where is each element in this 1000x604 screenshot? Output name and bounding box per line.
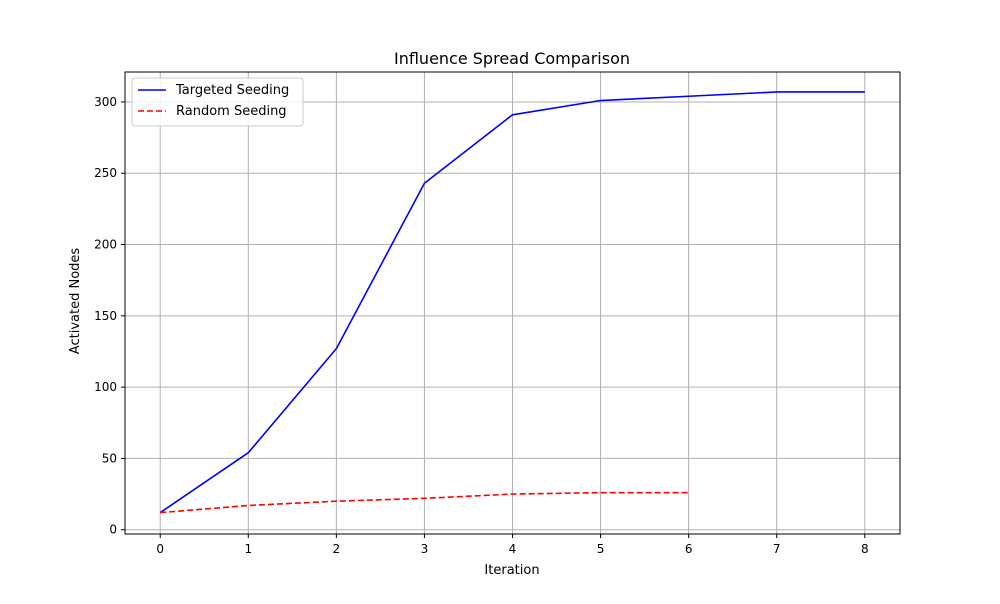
x-tick-label: 0 <box>156 542 164 556</box>
y-tick-label: 250 <box>94 166 117 180</box>
x-tick-label: 7 <box>773 542 781 556</box>
legend-label-2: Random Seeding <box>176 104 287 119</box>
x-tick-label: 4 <box>509 542 517 556</box>
x-tick-label: 3 <box>421 542 429 556</box>
x-tick-label: 2 <box>333 542 341 556</box>
series-line-1 <box>159 91 865 514</box>
x-tick-label: 5 <box>597 542 605 556</box>
y-tick-label: 300 <box>94 95 117 109</box>
x-tick-label: 1 <box>244 542 252 556</box>
y-tick-label: 100 <box>94 380 117 394</box>
grid <box>125 72 900 534</box>
x-tick-label: 6 <box>685 542 693 556</box>
series-line-2 <box>160 491 689 514</box>
x-axis-label: Iteration <box>484 563 539 578</box>
axis-ticks: 0 1 2 3 4 5 6 7 8 0 50 100 150 200 250 300 <box>94 95 868 556</box>
y-tick-label: 50 <box>102 451 117 465</box>
y-tick-label: 150 <box>94 309 117 323</box>
y-axis-label: Activated Nodes <box>68 248 83 355</box>
series-lines <box>159 91 865 514</box>
y-tick-label: 200 <box>94 238 117 252</box>
legend-box <box>131 77 304 127</box>
x-tick-label: 8 <box>861 542 869 556</box>
chart-title: Influence Spread Comparison <box>394 49 630 68</box>
legend-label-1: Targeted Seeding <box>175 83 289 98</box>
legend: Targeted Seeding Random Seeding <box>131 77 304 127</box>
y-tick-label: 0 <box>109 523 117 537</box>
